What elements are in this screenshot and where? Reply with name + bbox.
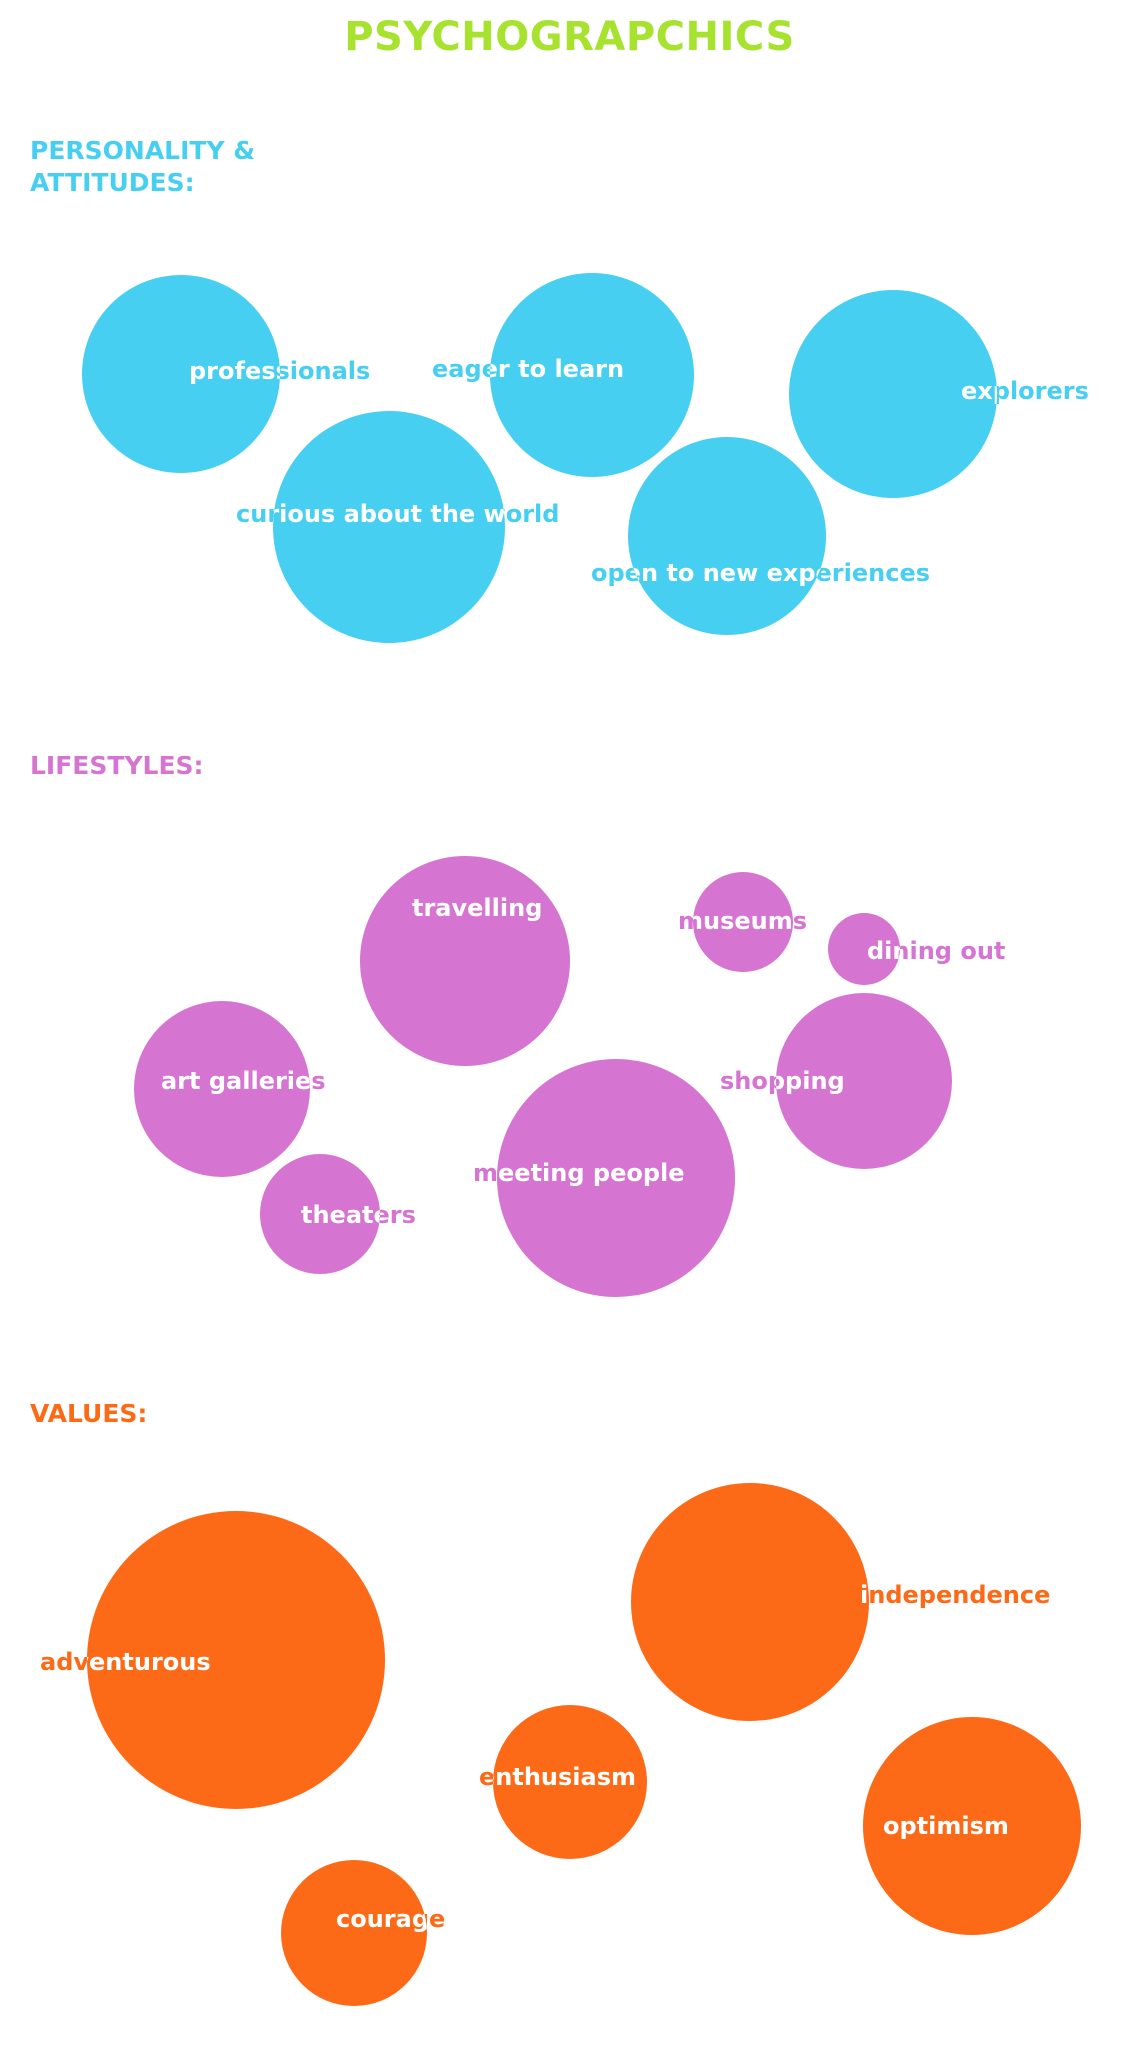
bubble-circle-independence: [631, 1483, 869, 1721]
page-title: PSYCHOGRAPCHICS: [344, 14, 795, 60]
bubble-circle-museums: [693, 872, 793, 972]
section-heading-personality: PERSONALITY & ATTITUDES:: [30, 136, 256, 197]
bubble-label-inside-courage: courage: [336, 1905, 445, 1933]
bubble-circle-shopping: [776, 993, 952, 1169]
bubble-group-lifestyles: travelling travelling museums museums dining…: [134, 856, 1005, 1297]
bubble-label-art-galleries: art galleries: [161, 1067, 326, 1095]
bubble-label-inside-shopping: shopping: [720, 1067, 845, 1095]
bubble-circle-adventurous: [87, 1511, 385, 1809]
bubble-label-dining-out: dining out: [867, 937, 1005, 965]
bubble-label-eager-to-learn: eager to learn: [432, 355, 624, 383]
bubble-label-inside-explorers: explorers: [961, 377, 1089, 405]
bubble-circle-courage: [281, 1860, 427, 2006]
section-heading-lifestyles: LIFESTYLES:: [30, 751, 204, 780]
bubble-label-inside-meeting-people: meeting people: [473, 1159, 685, 1187]
bubble-label-inside-eager-to-learn: eager to learn: [432, 355, 624, 383]
bubble-label-inside-adventurous: adventurous: [40, 1648, 211, 1676]
bubble-label-inside-dining-out: dining out: [867, 937, 1005, 965]
bubble-group-personality: professionals professionals eager to learn…: [0, 0, 1139, 700]
bubble-label-curious-about-the-world: curious about the world: [236, 500, 559, 528]
bubble-label-meeting-people: meeting people: [473, 1159, 685, 1187]
bubble-label-shopping: shopping: [720, 1067, 845, 1095]
bubble-label-adventurous: adventurous: [40, 1648, 211, 1676]
bubble-label-inside-museums: museums: [678, 907, 807, 935]
bubble-label-inside-professionals: professionals: [189, 357, 370, 385]
bubble-label-open-to-new-experiences: open to new experiences: [591, 559, 930, 587]
bubble-circle-theaters: [260, 1154, 380, 1274]
bubble-label-inside-theaters: theaters: [301, 1201, 416, 1229]
bubble-label-inside-enthusiasm: enthusiasm: [479, 1763, 636, 1791]
bubble-circle-open-to-new-experiences: [628, 437, 826, 635]
bubble-circle-eager-to-learn: [490, 273, 694, 477]
bubble-circle-professionals: [82, 275, 280, 473]
section-heading-values: VALUES:: [30, 1399, 148, 1428]
bubble-circle-dining-out: [828, 913, 900, 985]
bubble-label-independence: independence: [860, 1581, 1050, 1609]
bubble-label-professionals: professionals: [189, 357, 370, 385]
bubble-label-enthusiasm: enthusiasm: [479, 1763, 636, 1791]
bubble-label-museums: museums: [678, 907, 807, 935]
bubble-label-optimism: optimism: [883, 1812, 1009, 1840]
bubble-label-inside-open-to-new-experiences: open to new experiences: [591, 559, 930, 587]
bubble-circle-enthusiasm: [493, 1705, 647, 1859]
bubble-label-inside-optimism: optimism: [883, 1812, 1009, 1840]
bubble-circle-explorers: [789, 290, 997, 498]
bubble-circle-meeting-people: [497, 1059, 735, 1297]
bubble-label-inside-curious-about-the-world: curious about the world: [236, 500, 559, 528]
bubble-circle-optimism: [863, 1717, 1081, 1935]
bubble-label-inside-independence: independence: [860, 1581, 1050, 1609]
bubble-circle-curious-about-the-world: [273, 411, 505, 643]
bubble-label-courage: courage: [336, 1905, 445, 1933]
bubble-circle-travelling: [360, 856, 570, 1066]
bubble-label-inside-travelling: travelling: [412, 894, 542, 922]
bubble-label-theaters: theaters: [301, 1201, 416, 1229]
bubble-label-inside-art-galleries: art galleries: [161, 1067, 326, 1095]
bubble-label-travelling: travelling: [412, 894, 542, 922]
bubble-circle-art-galleries: [134, 1001, 310, 1177]
bubble-label-explorers: explorers: [961, 377, 1089, 405]
